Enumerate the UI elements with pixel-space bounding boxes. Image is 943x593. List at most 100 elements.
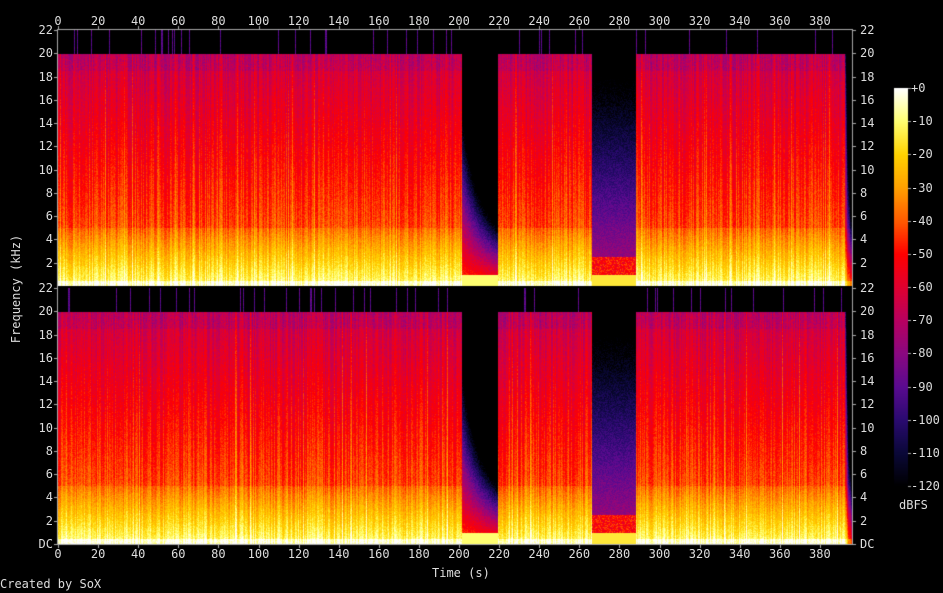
- y-tick-label-right: 12: [859, 397, 875, 411]
- x-tick-label-top: 360: [768, 14, 791, 28]
- colorbar-tick-label: -70: [911, 313, 933, 327]
- y-tick-label-left: DC: [38, 537, 53, 551]
- y-tick-label-right: 2: [859, 514, 868, 528]
- x-tick-label-bottom: 200: [448, 547, 470, 561]
- x-tick-label-top: 220: [488, 14, 510, 28]
- x-tick-label-bottom: 120: [287, 547, 310, 561]
- x-tick-label-bottom: 340: [728, 547, 751, 561]
- x-tick-label-top: 160: [367, 14, 390, 28]
- colorbar-tick-label: -30: [911, 181, 933, 195]
- x-tick-label-bottom: 320: [688, 547, 711, 561]
- x-axis-label: Time (s): [432, 566, 490, 580]
- x-tick-label-bottom: 280: [608, 547, 631, 561]
- x-tick-label-bottom: 0: [54, 547, 62, 561]
- y-tick-label-right: 6: [859, 209, 868, 223]
- x-tick-label-top: 180: [408, 14, 430, 28]
- colorbar-tick-label: -100: [911, 413, 940, 427]
- y-tick-label-right: 18: [859, 328, 875, 342]
- y-tick-label-left: 2: [45, 514, 53, 528]
- y-tick-label-left: 6: [45, 467, 53, 481]
- y-tick-label-left: 22: [38, 281, 53, 295]
- x-tick-label-top: 80: [211, 14, 226, 28]
- x-tick-label-bottom: 260: [568, 547, 591, 561]
- y-tick-label-right: 6: [859, 467, 868, 481]
- y-tick-label-right: 12: [859, 139, 875, 153]
- colorbar-tick-label: -60: [911, 280, 933, 294]
- y-tick-label-right: 10: [859, 163, 875, 177]
- x-tick-label-bottom: 100: [247, 547, 270, 561]
- y-tick-label-right: 18: [859, 70, 875, 84]
- y-tick-label-right: 8: [859, 186, 868, 200]
- x-tick-label-top: 260: [568, 14, 591, 28]
- x-tick-label-top: 380: [809, 14, 831, 28]
- y-tick-label-left: 6: [45, 209, 53, 223]
- y-tick-label-left: 10: [38, 163, 53, 177]
- colorbar-tick-label: -110: [911, 446, 940, 460]
- x-tick-label-bottom: 80: [211, 547, 226, 561]
- x-tick-label-bottom: 300: [648, 547, 671, 561]
- colorbar-tick-label: -90: [911, 380, 933, 394]
- y-tick-label-right: 22: [859, 23, 875, 37]
- y-tick-label-left: 20: [38, 304, 53, 318]
- y-tick-label-left: 4: [45, 232, 53, 246]
- y-tick-label-left: 22: [38, 23, 53, 37]
- x-tick-label-bottom: 240: [528, 547, 551, 561]
- y-tick-label-left: 18: [38, 70, 53, 84]
- y-axis-label: Frequency (kHz): [9, 234, 24, 344]
- x-tick-label-top: 140: [327, 14, 350, 28]
- x-tick-label-bottom: 60: [171, 547, 186, 561]
- x-tick-label-top: 340: [728, 14, 751, 28]
- y-tick-label-left: 14: [38, 374, 53, 388]
- x-tick-label-top: 40: [130, 14, 146, 28]
- x-tick-label-top: 300: [648, 14, 671, 28]
- y-tick-label-right: 2: [859, 256, 868, 270]
- x-tick-label-bottom: 380: [809, 547, 831, 561]
- y-tick-label-right: 22: [859, 281, 875, 295]
- y-tick-label-left: 12: [38, 139, 53, 153]
- y-tick-label-left: 16: [38, 351, 53, 365]
- y-tick-label-right: 20: [859, 46, 875, 60]
- colorbar-tick-label: -40: [911, 214, 933, 228]
- y-tick-label-left: 20: [38, 46, 53, 60]
- x-tick-label-bottom: 140: [327, 547, 350, 561]
- x-tick-label-bottom: 180: [408, 547, 430, 561]
- y-tick-label-right: 14: [859, 374, 875, 388]
- x-tick-label-bottom: 40: [130, 547, 146, 561]
- colorbar-tick-label: -50: [911, 247, 933, 261]
- colorbar-tick-label: -80: [911, 346, 933, 360]
- x-tick-label-top: 20: [90, 14, 106, 28]
- y-tick-label-left: 8: [45, 444, 53, 458]
- y-tick-label-right: 4: [859, 490, 868, 504]
- colorbar-tick-label: -10: [911, 114, 933, 128]
- x-tick-label-top: 60: [171, 14, 186, 28]
- y-tick-label-left: 2: [45, 256, 53, 270]
- y-tick-label-left: 16: [38, 93, 53, 107]
- x-tick-label-bottom: 160: [367, 547, 390, 561]
- y-tick-label-right: 8: [859, 444, 868, 458]
- y-tick-label-right: 16: [859, 93, 875, 107]
- y-tick-label-left: 4: [45, 490, 53, 504]
- x-tick-label-bottom: 220: [488, 547, 510, 561]
- x-tick-label-top: 120: [287, 14, 310, 28]
- x-tick-label-top: 320: [688, 14, 711, 28]
- colorbar-tick-label: -20: [911, 147, 933, 161]
- y-tick-label-left: 18: [38, 328, 53, 342]
- y-tick-label-left: 10: [38, 421, 53, 435]
- created-by-footer: Created by SoX: [0, 577, 102, 591]
- y-tick-label-right: 10: [859, 421, 875, 435]
- x-tick-label-top: 0: [54, 14, 62, 28]
- colorbar-tick-label: +0: [911, 81, 926, 95]
- y-tick-label-right: DC: [859, 537, 875, 551]
- x-tick-label-top: 280: [608, 14, 631, 28]
- y-tick-label-right: 20: [859, 304, 875, 318]
- colorbar-tick-label: -120: [911, 479, 940, 493]
- x-tick-label-top: 100: [247, 14, 270, 28]
- y-tick-label-left: 12: [38, 397, 53, 411]
- y-tick-label-right: 4: [859, 232, 868, 246]
- colorbar-label: dBFS: [899, 498, 928, 512]
- x-tick-label-top: 200: [448, 14, 470, 28]
- x-tick-label-top: 240: [528, 14, 551, 28]
- y-tick-label-right: 16: [859, 351, 875, 365]
- y-tick-label-left: 14: [38, 116, 53, 130]
